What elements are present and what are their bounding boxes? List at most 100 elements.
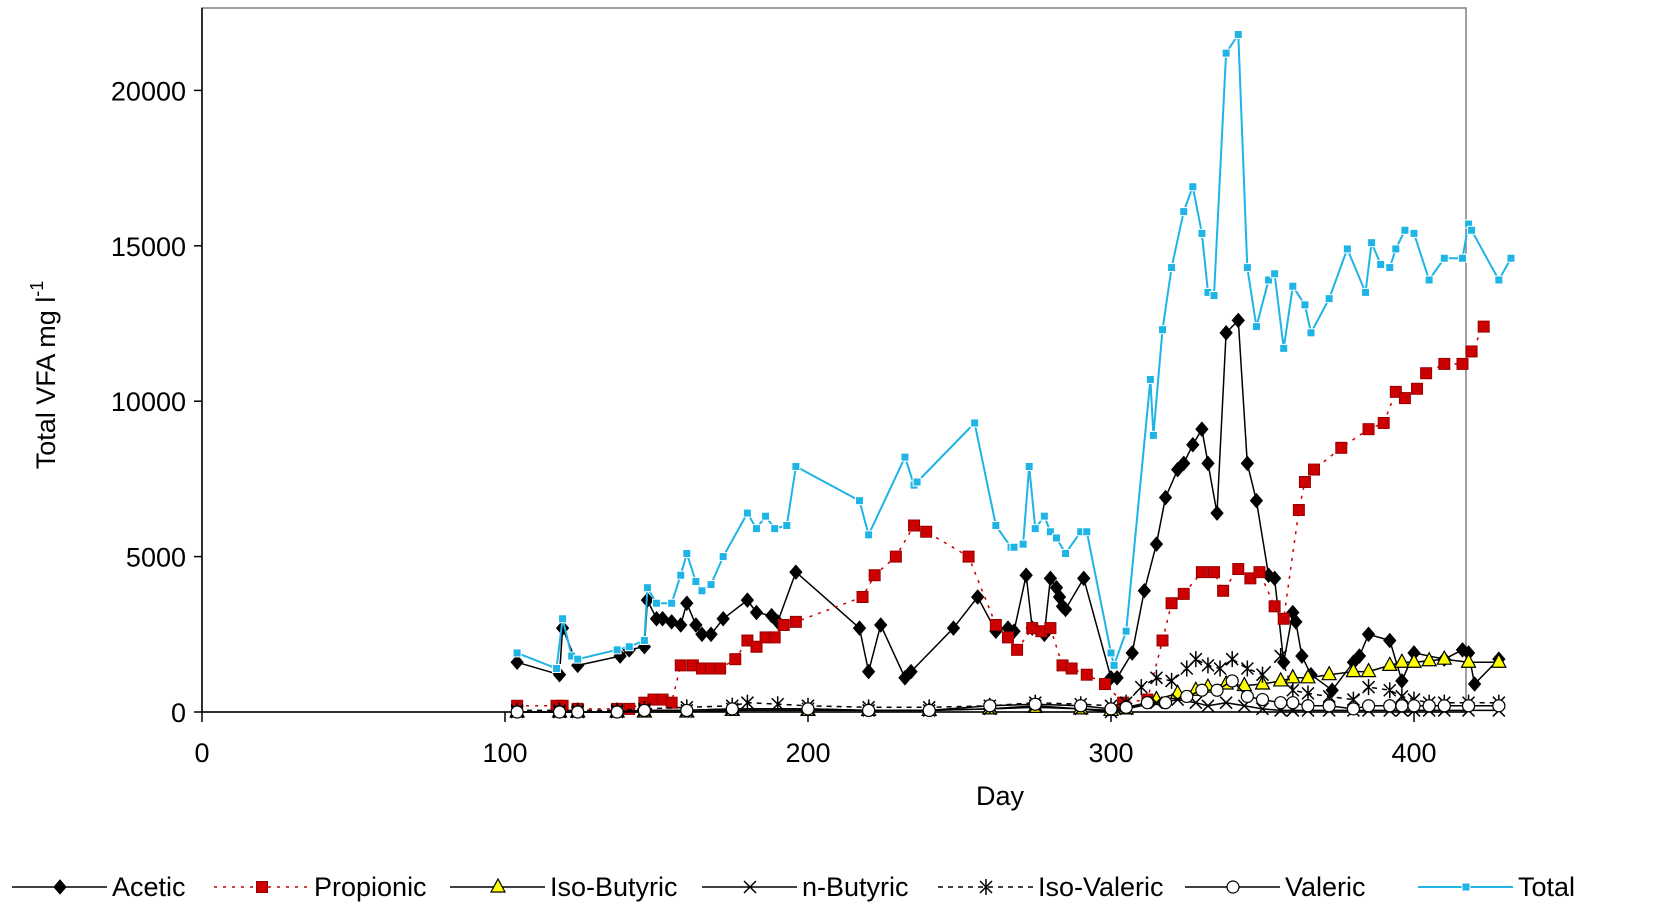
data-point <box>750 640 763 653</box>
data-point <box>1377 416 1390 429</box>
y-tick-label: 20000 <box>111 76 186 106</box>
data-point <box>1225 674 1239 688</box>
data-point <box>1208 566 1221 579</box>
data-point <box>665 696 678 709</box>
data-point <box>777 618 790 631</box>
data-point <box>1251 322 1261 332</box>
legend-marker <box>979 879 993 895</box>
data-point <box>1001 631 1014 644</box>
data-point <box>674 617 688 633</box>
legend-item-n-butyric: n-Butyric <box>702 872 909 902</box>
legend-label: Propionic <box>314 872 427 902</box>
data-point <box>1249 492 1264 509</box>
data-point <box>1179 207 1189 217</box>
legend-marker <box>1461 882 1471 892</box>
data-point <box>1279 343 1289 353</box>
data-point <box>706 580 716 590</box>
data-point <box>904 663 918 680</box>
data-point <box>1165 597 1178 610</box>
data-point <box>742 508 752 518</box>
data-point <box>612 645 622 655</box>
data-point <box>1158 325 1168 335</box>
data-point <box>1255 702 1270 716</box>
data-point <box>1009 542 1019 552</box>
data-point <box>1272 671 1289 687</box>
legend-label: Total <box>1518 872 1575 902</box>
data-point <box>920 525 933 538</box>
data-point <box>751 524 761 534</box>
data-point <box>642 583 652 593</box>
data-point <box>1104 702 1118 716</box>
data-point <box>1074 699 1088 713</box>
series-line <box>517 655 1499 712</box>
data-point <box>571 705 585 719</box>
data-point <box>1274 696 1288 710</box>
y-axis-label: Total VFA mg l-1 <box>27 281 61 470</box>
data-point <box>1420 367 1433 380</box>
data-point <box>1019 567 1033 584</box>
data-point <box>1298 476 1311 489</box>
legend-label: Valeric <box>1285 872 1366 902</box>
data-point <box>1299 668 1316 684</box>
legend-marker <box>489 877 507 893</box>
data-point <box>1439 253 1449 263</box>
data-point <box>856 591 869 604</box>
data-point <box>1405 653 1423 668</box>
data-point <box>900 452 910 462</box>
data-point <box>1195 421 1209 437</box>
data-point <box>1201 455 1215 472</box>
x-tick-label: 100 <box>482 738 527 768</box>
data-point <box>1407 699 1421 713</box>
legend-label: Acetic <box>112 872 186 902</box>
data-point <box>1389 385 1402 398</box>
data-point <box>1361 626 1376 643</box>
data-point <box>1467 225 1477 235</box>
data-point <box>908 519 921 532</box>
data-point <box>1289 614 1303 630</box>
data-point <box>1361 699 1376 713</box>
legend-label: Iso-Butyric <box>550 872 678 902</box>
data-point <box>1360 662 1377 678</box>
series-acetic <box>510 312 1506 699</box>
data-point <box>1335 441 1348 454</box>
data-point <box>1383 699 1397 713</box>
data-point <box>1395 699 1409 713</box>
legend-marker <box>1226 880 1240 894</box>
legend: Acetic Propionic Iso-Butyric n-Butyric Iso-V… <box>12 872 1575 902</box>
data-point <box>1158 696 1173 710</box>
data-point <box>1381 656 1398 671</box>
data-point <box>770 524 780 534</box>
data-point <box>1051 533 1061 543</box>
data-point <box>789 564 803 580</box>
data-point <box>1024 461 1034 471</box>
y-axis: 0 5000 10000 15000 20000 <box>111 8 203 728</box>
data-point <box>989 618 1002 631</box>
data-point <box>1295 648 1309 664</box>
data-point <box>1058 601 1073 618</box>
data-point <box>1393 653 1410 668</box>
data-point <box>1165 672 1179 689</box>
data-point <box>1400 225 1410 235</box>
data-point <box>695 626 709 643</box>
data-point <box>801 702 815 716</box>
legend-item-propionic: Propionic <box>214 872 427 902</box>
data-point <box>1240 689 1254 704</box>
data-point <box>1346 702 1361 716</box>
legend-item-total: Total <box>1418 872 1575 902</box>
data-point <box>1149 536 1164 552</box>
data-point <box>1219 325 1233 341</box>
data-point <box>1213 660 1227 677</box>
data-point <box>558 614 568 624</box>
data-point <box>1236 676 1253 692</box>
data-point <box>1043 570 1058 587</box>
data-point <box>1395 673 1409 689</box>
data-point <box>1383 682 1397 699</box>
data-point <box>1061 548 1071 558</box>
data-point <box>1255 692 1270 707</box>
data-point <box>1177 455 1191 472</box>
data-point <box>689 617 703 633</box>
data-point <box>552 663 562 673</box>
data-point <box>1391 244 1401 254</box>
data-point <box>761 511 771 521</box>
data-point <box>697 586 707 596</box>
